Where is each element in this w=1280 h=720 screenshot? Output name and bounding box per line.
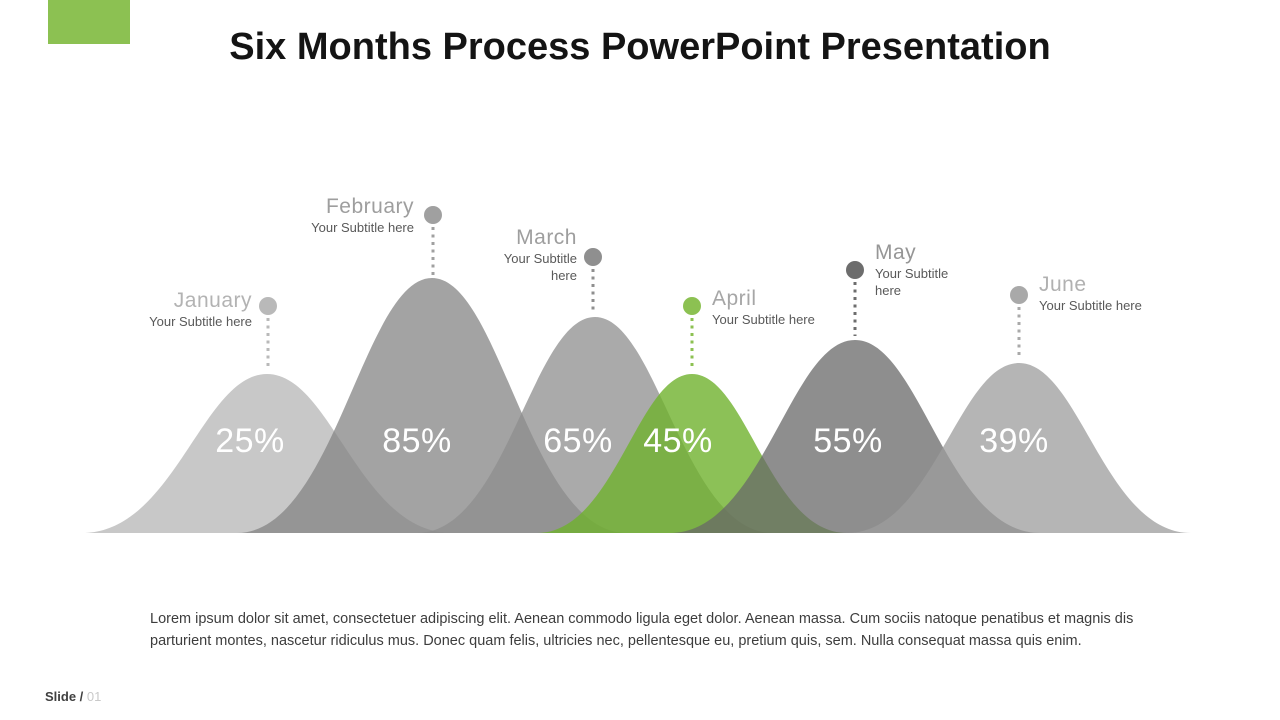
june-month-name: June [1039, 273, 1087, 296]
slide-page-label: Slide / [45, 689, 84, 704]
january-month-name: January [173, 289, 252, 312]
january-subtitle: Your Subtitle here [149, 314, 252, 329]
january-value: 25% [215, 422, 285, 460]
slide-title: Six Months Process PowerPoint Presentati… [229, 26, 1051, 68]
february-month-name: February [325, 195, 414, 218]
june-marker-dot-icon [1010, 286, 1028, 304]
march-label: March Your Subtitle here [491, 226, 577, 284]
march-value: 65% [543, 422, 613, 460]
may-value: 55% [813, 422, 883, 460]
february-marker-dot-icon [424, 206, 442, 224]
may-label: May Your Subtitle here [875, 241, 961, 299]
april-marker-dot-icon [683, 297, 701, 315]
description-paragraph: Lorem ipsum dolor sit amet, consectetuer… [150, 608, 1133, 652]
slide-page-number: 01 [86, 689, 102, 704]
june-label: June Your Subtitle here [1039, 273, 1142, 314]
slide-footer: Slide / 01 [45, 689, 101, 704]
description-line-2: parturient montes, nascetur ridiculus mu… [150, 633, 1082, 649]
january-label: January Your Subtitle here [149, 289, 252, 330]
june-mountain [847, 363, 1191, 533]
june-value: 39% [979, 422, 1049, 460]
description-line-1: Lorem ipsum dolor sit amet, consectetuer… [150, 611, 1134, 627]
february-subtitle: Your Subtitle here [311, 220, 414, 235]
june-subtitle: Your Subtitle here [1039, 298, 1142, 313]
february-value: 85% [382, 422, 452, 460]
april-label: April Your Subtitle here [712, 287, 815, 328]
april-value: 45% [643, 422, 713, 460]
may-subtitle: Your Subtitle here [875, 266, 949, 298]
january-marker-dot-icon [259, 297, 277, 315]
march-marker-dot-icon [584, 248, 602, 266]
march-month-name: March [516, 226, 577, 249]
april-month-name: April [712, 287, 757, 310]
march-subtitle: Your Subtitle here [503, 251, 577, 283]
accent-rectangle [48, 0, 130, 44]
may-month-name: May [875, 241, 917, 264]
april-subtitle: Your Subtitle here [712, 312, 815, 327]
february-label: February Your Subtitle here [311, 195, 414, 236]
may-marker-dot-icon [846, 261, 864, 279]
